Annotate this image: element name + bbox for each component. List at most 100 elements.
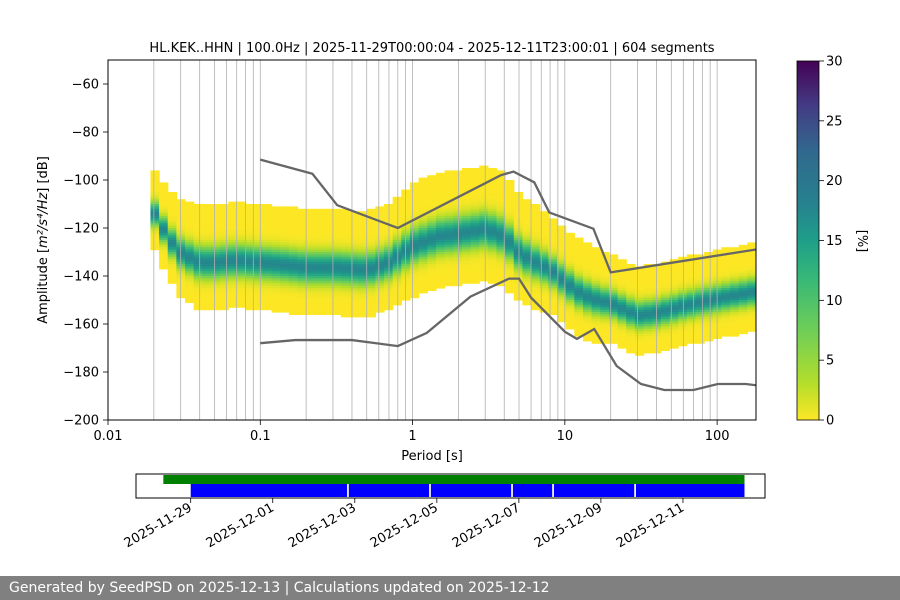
psd-bin [582, 280, 593, 284]
psd-bin [513, 206, 524, 210]
psd-bin [297, 273, 307, 277]
psd-bin [288, 220, 299, 224]
psd-bin [306, 309, 316, 313]
psd-bin [211, 285, 221, 289]
psd-bin [626, 297, 636, 301]
psd-bin [375, 297, 385, 301]
psd-bin [435, 235, 446, 239]
psd-bin [600, 266, 610, 270]
psd-bin [323, 218, 333, 222]
psd-bin [366, 242, 376, 246]
psd-bin [254, 242, 264, 246]
psd-bin [617, 300, 627, 303]
psd-bin [245, 295, 255, 299]
psd-bin [453, 177, 463, 181]
psd-bin [730, 333, 740, 337]
psd-bin [565, 326, 575, 330]
psd-bin [193, 204, 203, 207]
psd-bin [306, 312, 316, 315]
x-tick-label: 10 [557, 429, 574, 444]
psd-bin [643, 345, 653, 349]
psd-bin [288, 266, 299, 270]
psd-bin [435, 220, 446, 224]
psd-bin [297, 213, 307, 217]
psd-bin [435, 259, 446, 263]
psd-bin [245, 278, 255, 282]
psd-bin [271, 259, 281, 263]
psd-bin [185, 223, 195, 227]
psd-bin [427, 259, 437, 263]
psd-bin [669, 343, 679, 347]
psd-bin [608, 304, 619, 308]
psd-bin [427, 189, 437, 193]
psd-bin [288, 309, 299, 313]
psd-bin [185, 218, 195, 222]
psd-bin [332, 268, 342, 272]
psd-bin [513, 228, 524, 231]
psd-bin [479, 170, 489, 174]
psd-bin [669, 328, 679, 332]
psd-bin [513, 295, 524, 299]
psd-bin [228, 295, 238, 299]
psd-bin [582, 324, 593, 327]
data-available-bar [163, 475, 745, 484]
psd-bin [150, 220, 160, 224]
psd-bin [306, 307, 316, 311]
psd-bin [271, 206, 281, 210]
psd-bin [643, 307, 653, 311]
psd-bin [297, 264, 307, 267]
psd-bin [185, 259, 195, 263]
psd-bin [150, 208, 160, 212]
psd-bin [695, 324, 705, 327]
psd-bin [236, 244, 247, 248]
psd-bin [539, 307, 549, 311]
psd-bin [418, 228, 428, 231]
psd-bin [626, 331, 636, 335]
psd-bin [531, 230, 541, 234]
psd-bin [582, 242, 593, 246]
psd-bin [531, 235, 541, 239]
psd-bin [686, 331, 697, 335]
psd-bin [730, 278, 740, 282]
psd-bin [332, 252, 342, 255]
psd-bin [487, 194, 498, 198]
psd-bin [565, 256, 575, 260]
psd-bin [409, 244, 420, 248]
psd-bin [643, 338, 653, 342]
psd-bin [409, 242, 420, 246]
psd-bin [626, 264, 636, 267]
psd-bin [531, 290, 541, 294]
psd-bin [660, 321, 671, 325]
psd-bin [669, 292, 679, 296]
psd-bin [634, 343, 645, 347]
psd-bin [505, 211, 515, 215]
psd-bin [513, 218, 524, 222]
psd-bin [548, 283, 558, 287]
psd-bin [626, 280, 636, 284]
psd-bin [487, 252, 498, 255]
psd-bin [461, 280, 472, 284]
psd-bin [738, 302, 748, 306]
psd-bin [427, 201, 437, 205]
psd-bin [202, 300, 212, 303]
psd-bin [565, 300, 575, 303]
psd-bin [496, 201, 506, 205]
psd-bin [444, 283, 454, 287]
psd-bin [695, 283, 705, 287]
psd-bin [487, 271, 498, 275]
psd-bin [730, 324, 740, 327]
psd-bin [349, 302, 359, 306]
psd-bin [496, 240, 506, 243]
psd-bin [375, 309, 385, 313]
psd-bin [634, 316, 645, 320]
psd-bin [167, 254, 177, 258]
psd-bin [323, 276, 333, 279]
psd-bin [678, 309, 688, 313]
psd-bin [280, 304, 290, 308]
psd-bin [409, 268, 420, 272]
psd-bin [185, 268, 195, 272]
psd-bin [392, 300, 402, 303]
psd-bin [470, 273, 480, 277]
psd-bin [202, 264, 212, 267]
psd-bin [548, 297, 558, 301]
